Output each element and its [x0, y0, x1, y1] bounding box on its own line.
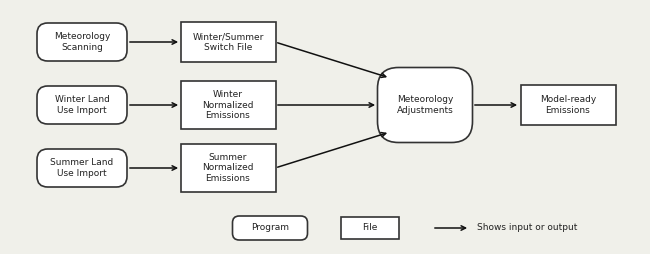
Text: Winter Land
Use Import: Winter Land Use Import [55, 95, 109, 115]
Text: Meteorology
Adjustments: Meteorology Adjustments [396, 95, 454, 115]
Text: Winter
Normalized
Emissions: Winter Normalized Emissions [202, 90, 254, 120]
FancyBboxPatch shape [341, 217, 399, 239]
FancyBboxPatch shape [37, 149, 127, 187]
Text: Meteorology
Scanning: Meteorology Scanning [54, 32, 110, 52]
FancyBboxPatch shape [181, 22, 276, 62]
Text: Summer Land
Use Import: Summer Land Use Import [51, 158, 114, 178]
FancyBboxPatch shape [37, 23, 127, 61]
Text: Program: Program [251, 224, 289, 232]
FancyBboxPatch shape [37, 86, 127, 124]
Text: Winter/Summer
Switch File: Winter/Summer Switch File [192, 32, 264, 52]
FancyBboxPatch shape [233, 216, 307, 240]
FancyBboxPatch shape [181, 144, 276, 192]
FancyBboxPatch shape [521, 85, 616, 125]
FancyBboxPatch shape [181, 81, 276, 129]
Text: Summer
Normalized
Emissions: Summer Normalized Emissions [202, 153, 254, 183]
Text: File: File [362, 224, 378, 232]
Text: Model-ready
Emissions: Model-ready Emissions [540, 95, 596, 115]
Text: Shows input or output: Shows input or output [477, 224, 577, 232]
FancyBboxPatch shape [378, 68, 473, 142]
